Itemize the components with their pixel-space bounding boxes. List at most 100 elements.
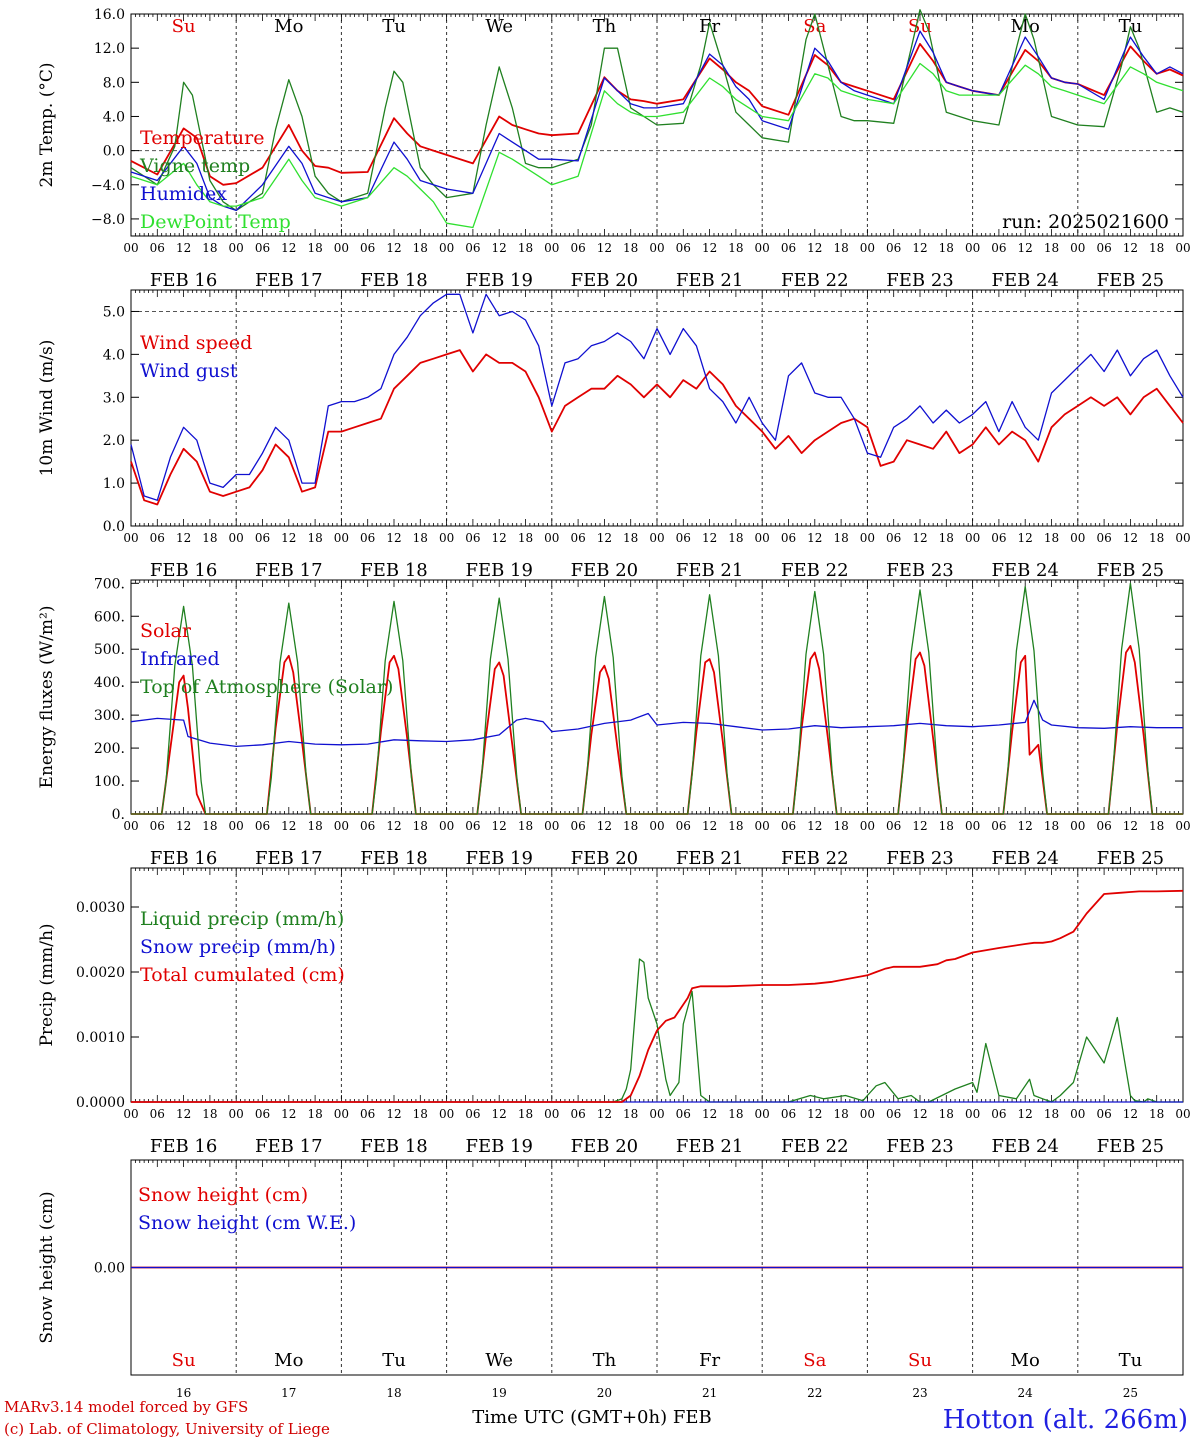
date-label: FEB 25: [1097, 848, 1164, 869]
legend-entry: Wind gust: [140, 360, 238, 382]
date-label: FEB 17: [255, 270, 322, 291]
y-tick-label: 0.0010: [76, 1030, 125, 1046]
y-tick-label: 400.: [94, 675, 125, 691]
run-label: run: 2025021600: [1002, 211, 1169, 233]
day-number-label: 22: [807, 1386, 822, 1400]
hour-tick-label: 06: [255, 531, 270, 545]
day-name-label: Mo: [1011, 16, 1040, 37]
hour-tick-label: 00: [1175, 1107, 1190, 1121]
hour-tick-label: 00: [649, 241, 664, 255]
hour-tick-label: 06: [991, 1107, 1006, 1121]
series-line-green: [130, 9, 1184, 212]
hour-tick-label: 18: [939, 241, 954, 255]
day-name-label: Su: [172, 16, 196, 37]
legend-entry: Liquid precip (mm/h): [140, 908, 344, 930]
hour-tick-label: 18: [939, 1107, 954, 1121]
date-label: FEB 17: [255, 1136, 322, 1157]
hour-tick-label: 00: [334, 531, 349, 545]
hour-tick-label: 12: [912, 241, 927, 255]
date-label: FEB 16: [150, 270, 217, 291]
legend-entry: Temperature: [140, 127, 264, 149]
day-number-label: 17: [281, 1386, 296, 1400]
day-name-label: Tu: [1119, 1350, 1143, 1371]
hour-tick-label: 12: [597, 531, 612, 545]
date-label: FEB 25: [1097, 560, 1164, 581]
day-name-label: Sa: [803, 16, 826, 37]
date-label: FEB 21: [676, 1136, 743, 1157]
hour-tick-label: 12: [912, 1107, 927, 1121]
date-label: FEB 19: [465, 848, 532, 869]
legend-entry: Vigne temp: [139, 155, 250, 177]
hour-tick-label: 06: [465, 1107, 480, 1121]
hour-tick-label: 00: [123, 241, 138, 255]
day-number-label: 24: [1018, 1386, 1034, 1400]
hour-tick-label: 06: [781, 819, 796, 833]
hour-tick-label: 06: [570, 1107, 585, 1121]
day-name-label: We: [485, 16, 513, 37]
date-label: FEB 18: [360, 848, 427, 869]
hour-tick-label: 06: [1096, 531, 1111, 545]
hour-tick-label: 00: [229, 1107, 244, 1121]
hour-tick-label: 12: [176, 531, 191, 545]
y-tick-label: 16.0: [94, 7, 125, 23]
day-name-label: We: [485, 1350, 513, 1371]
hour-tick-label: 06: [1096, 819, 1111, 833]
hour-tick-label: 00: [1070, 1107, 1085, 1121]
hour-tick-label: 18: [1044, 531, 1059, 545]
legend-entry: DewPoint Temp: [140, 211, 291, 233]
hour-tick-label: 18: [623, 1107, 638, 1121]
hour-tick-label: 18: [939, 531, 954, 545]
y-tick-label: 2.0: [103, 433, 125, 449]
hour-tick-label: 06: [255, 1107, 270, 1121]
legend-entry: Top of Atmosphere (Solar): [140, 676, 393, 698]
hour-tick-label: 18: [1149, 1107, 1164, 1121]
hour-tick-label: 12: [807, 241, 822, 255]
panel-2: 0.0 1.0 2.0 3.0 4.0 5.0 10m Wind (m/s) 00 06 12 18…: [37, 289, 1191, 581]
hour-tick-label: 18: [202, 531, 217, 545]
hour-tick-label: 00: [1175, 819, 1190, 833]
date-label: FEB 22: [781, 560, 848, 581]
hour-tick-label: 12: [281, 531, 296, 545]
legend-entry: Solar: [140, 620, 192, 642]
series-line-red: [130, 349, 1184, 506]
hour-tick-label: 18: [833, 819, 848, 833]
hour-tick-label: 12: [492, 531, 507, 545]
date-label: FEB 21: [676, 848, 743, 869]
y-tick-label: 0.0: [103, 144, 125, 160]
hour-tick-label: 18: [1044, 819, 1059, 833]
date-label: FEB 24: [991, 848, 1058, 869]
hour-tick-label: 18: [728, 1107, 743, 1121]
date-label: FEB 23: [886, 1136, 953, 1157]
hour-tick-label: 06: [255, 241, 270, 255]
hour-tick-label: 12: [1018, 819, 1033, 833]
y-tick-label: 4.0: [103, 347, 125, 363]
y-axis-title: Energy fluxes (W/m²): [37, 606, 57, 789]
hour-tick-label: 00: [1175, 531, 1190, 545]
hour-tick-label: 18: [1044, 1107, 1059, 1121]
y-tick-label: 0.0000: [76, 1095, 125, 1111]
day-name-label: Mo: [1011, 1350, 1040, 1371]
date-label: FEB 19: [465, 560, 532, 581]
hour-tick-label: 06: [465, 531, 480, 545]
y-tick-label: 100.: [94, 774, 125, 790]
hour-tick-label: 00: [649, 1107, 664, 1121]
hour-tick-label: 00: [334, 819, 349, 833]
hour-tick-label: 00: [229, 531, 244, 545]
y-tick-label: 500.: [94, 642, 125, 658]
hour-tick-label: 12: [1123, 531, 1138, 545]
hour-tick-label: 06: [886, 241, 901, 255]
series-line-green: [131, 582, 1183, 815]
hour-tick-label: 18: [307, 1107, 322, 1121]
y-tick-label: 700.: [94, 576, 125, 592]
footer: MARv3.14 model forced by GFS (c) Lab. of…: [4, 1398, 1188, 1438]
hour-tick-label: 06: [570, 819, 585, 833]
day-name-label: Tu: [382, 1350, 406, 1371]
y-tick-label: 200.: [94, 741, 125, 757]
day-number-label: 25: [1123, 1386, 1138, 1400]
hour-tick-label: 18: [307, 241, 322, 255]
hour-tick-label: 12: [386, 819, 401, 833]
hour-tick-label: 12: [807, 819, 822, 833]
hour-tick-label: 06: [150, 241, 165, 255]
hour-tick-label: 18: [202, 819, 217, 833]
date-label: FEB 16: [150, 848, 217, 869]
